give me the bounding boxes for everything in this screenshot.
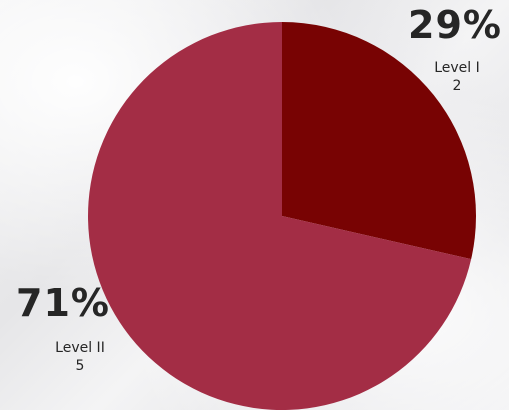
slice-label-level-i: Level I 2 [417,59,497,95]
slice-percent-level-i: 29% [408,3,502,47]
slice-category-level-ii: Level II [55,340,105,356]
slice-category-level-i: Level I [434,60,480,76]
pie-slice-level-i [282,21,477,260]
slice-percent-level-ii: 71% [16,281,110,325]
slice-value-level-ii: 5 [75,358,85,375]
slice-label-level-ii: Level II 5 [40,339,120,375]
pie-slice-level-ii [88,22,472,410]
slice-value-level-i: 2 [452,78,462,95]
